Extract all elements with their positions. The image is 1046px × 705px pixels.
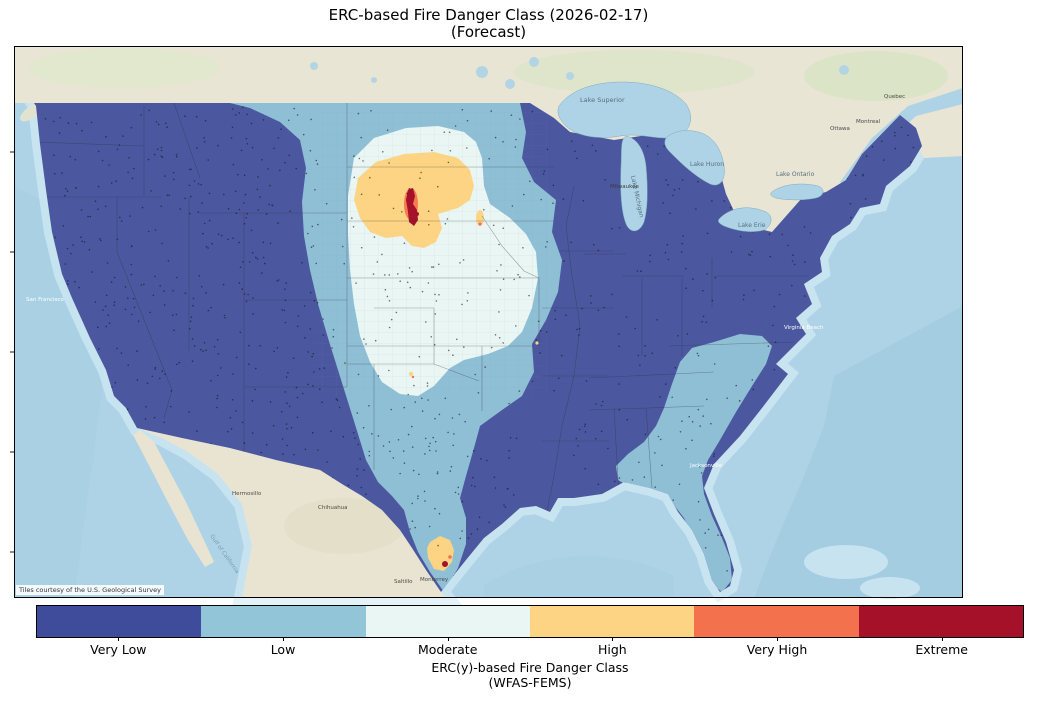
title-line1: ERC-based Fire Danger Class (2026-02-17) xyxy=(328,6,649,24)
colorbar-segment xyxy=(201,606,366,637)
colorbar-label: Very Low xyxy=(90,642,147,657)
title-line2: (Forecast) xyxy=(450,23,527,41)
map-label: Virginia Beach xyxy=(784,325,824,331)
map-label: Jacksonville xyxy=(689,463,723,469)
map-label: Montreal xyxy=(856,119,881,125)
colorbar-segment xyxy=(694,606,859,637)
map-label: Hermosillo xyxy=(232,491,262,497)
bahama-banks xyxy=(804,545,888,579)
extreme-spot-south-texas xyxy=(442,561,448,567)
axis-ticks xyxy=(10,151,14,553)
atlantic-deep-water xyxy=(754,306,963,598)
map-label: Milwaukee xyxy=(610,184,640,190)
map-label: Ottawa xyxy=(830,126,850,132)
high-spot-ks xyxy=(476,210,484,226)
map-label: Saltillo xyxy=(394,579,413,585)
great-lakes xyxy=(557,81,824,232)
colorbar-wrap xyxy=(36,605,1024,641)
figure-title: ERC-based Fire Danger Class (2026-02-17)… xyxy=(14,7,963,41)
colorbar-label: Low xyxy=(270,642,296,657)
colorbar-tick xyxy=(283,637,284,641)
colorbar-tick xyxy=(941,637,943,641)
pacific-deep-water xyxy=(14,186,104,598)
lake-huron xyxy=(664,130,725,186)
region-extreme-nebraska xyxy=(406,188,418,226)
lake-erie xyxy=(718,207,772,232)
colorbar-segment xyxy=(37,606,202,637)
mexico-landmass xyxy=(133,428,446,598)
very-high-spot-south-texas xyxy=(448,555,452,559)
lake-ontario xyxy=(770,183,824,201)
canada-landmass xyxy=(14,46,963,232)
colorbar-tick xyxy=(118,637,120,641)
caption-line1: ERC(y)-based Fire Danger Class xyxy=(431,660,629,675)
colorbar-segment xyxy=(529,606,695,637)
baja-peninsula xyxy=(133,430,214,567)
gulf-deep-water xyxy=(484,556,674,598)
map-label: Chihuahua xyxy=(318,505,348,511)
state-boundaries xyxy=(34,103,809,517)
canadian-lakes xyxy=(310,57,849,89)
colorbar-segment xyxy=(858,606,1023,637)
map-label: Lake Erie xyxy=(738,222,766,229)
axis-caption: ERC(y)-based Fire Danger Class (WFAS-FEM… xyxy=(36,660,1024,690)
map-border xyxy=(14,46,963,598)
colorbar-segment xyxy=(365,606,530,637)
map-label: Monterrey xyxy=(420,577,449,583)
colorbar-ticks xyxy=(36,637,1024,642)
colorbar xyxy=(36,605,1024,638)
colorbar-tick xyxy=(777,637,778,641)
map-label: Lake Huron xyxy=(690,161,724,168)
colorbar-tick xyxy=(447,637,449,641)
map-label: San Francisco xyxy=(26,297,64,303)
map-label: Lake Superior xyxy=(580,96,625,104)
bahama-banks-2 xyxy=(860,577,920,599)
map-label: Lake Ontario xyxy=(776,171,815,178)
map-label: Quebec xyxy=(884,94,905,100)
caption-line2: (WFAS-FEMS) xyxy=(488,675,572,690)
colorbar-label: Extreme xyxy=(915,642,968,657)
map-attribution: Tiles courtesy of the U.S. Geological Su… xyxy=(16,585,164,595)
colorbar-labels: Very Low Low Moderate High Very High Extreme xyxy=(36,642,1024,657)
colorbar-label: Very High xyxy=(746,642,808,657)
map-frame: Lake Superior Lake Michigan Lake Huron Lake… xyxy=(10,46,963,606)
colorbar-label: High xyxy=(597,642,627,657)
lake-michigan xyxy=(620,135,648,232)
colorbar-tick xyxy=(612,637,614,641)
region-low-southeast xyxy=(616,334,772,592)
colorbar-label: Moderate xyxy=(417,642,478,657)
very-high-spot-ks xyxy=(478,222,482,226)
